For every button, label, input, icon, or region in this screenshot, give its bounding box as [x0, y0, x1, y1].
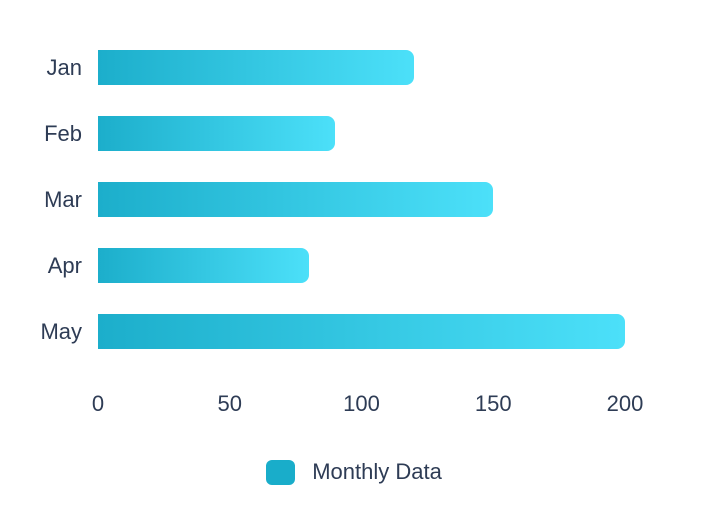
bar-feb[interactable]: [98, 116, 336, 151]
chart-row-feb: Feb: [0, 116, 625, 151]
plot-area: Jan Feb Mar Apr May: [0, 50, 625, 380]
bar-track: [98, 182, 625, 217]
bar-track: [98, 314, 625, 349]
x-tick-label-0: 0: [91, 391, 105, 416]
bar-apr[interactable]: [98, 248, 309, 283]
chart-row-mar: Mar: [0, 182, 625, 217]
x-axis: 0 50 100 150 200: [92, 391, 643, 417]
bar-track: [98, 248, 625, 283]
y-axis-label-feb: Feb: [44, 121, 82, 146]
x-tick-label-50: 50: [217, 391, 242, 416]
bar-mar[interactable]: [98, 182, 494, 217]
bar-jan[interactable]: [98, 50, 415, 85]
legend[interactable]: Monthly Data: [0, 458, 708, 486]
x-tick-label-100: 100: [343, 391, 380, 416]
chart-row-apr: Apr: [0, 248, 625, 283]
x-tick-label-150: 150: [474, 391, 512, 416]
legend-label: Monthly Data: [312, 459, 442, 484]
y-axis-label-apr: Apr: [47, 253, 82, 278]
x-tick-label-200: 200: [606, 391, 644, 416]
y-axis-label-may: May: [40, 319, 82, 344]
y-axis-label-jan: Jan: [46, 55, 82, 80]
bar-track: [98, 116, 625, 151]
y-axis-label-mar: Mar: [44, 187, 82, 212]
legend-swatch-icon: [266, 459, 296, 485]
bar-track: [98, 50, 625, 85]
bar-may[interactable]: [98, 314, 625, 349]
chart-row-jan: Jan: [0, 50, 625, 85]
chart-row-may: May: [0, 314, 625, 349]
